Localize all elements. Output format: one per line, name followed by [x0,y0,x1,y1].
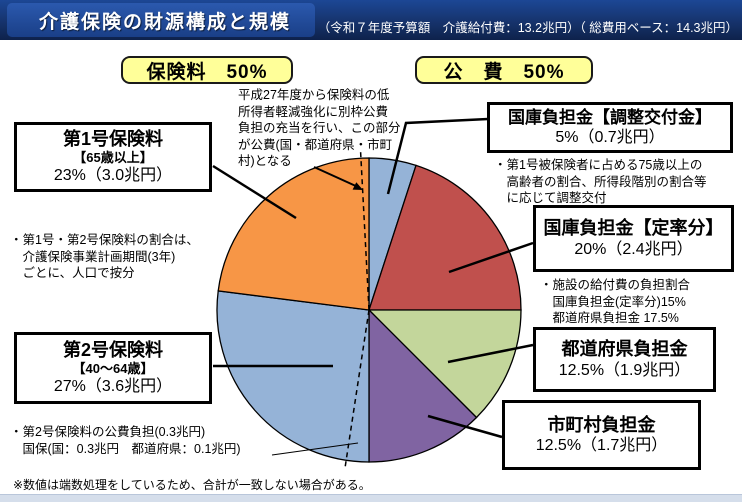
header-band: 介護保険の財源構成と規模 （令和７年度予算額 介護給付費：13.2兆円）（ 総費… [0,0,742,40]
premium-group-label: 保険料 50% [121,56,293,84]
pie-segment-3 [367,309,522,419]
callout-title: 都道府県負担金 [561,339,688,360]
callout-dai2-hokenryou: 第2号保険料 【40～64歳】 27%（3.6兆円） [14,332,212,404]
callout-title: 市町村負担金 [547,414,656,435]
pie-segment-6 [217,157,370,311]
pie-segment-2 [368,164,522,311]
title-panel: 介護保険の財源構成と規模 [7,3,315,37]
leader-dai1-line [212,164,297,220]
public-funds-group-label: 公 費 50% [415,56,593,84]
note-shisetsu-futan: ・施設の給付費の負担割合 国庫負担金(定率分)15% 都道府県負担金 17.5% [540,278,691,325]
page-title: 介護保険の財源構成と規模 [39,11,292,33]
betsuwaku-arrow-line [313,166,359,188]
callout-dai1-hokenryou: 第1号保険料 【65歳以上】 23%（3.0兆円） [14,122,212,192]
bottom-strip [0,494,742,502]
leader-teiritsu-line [448,241,534,274]
note-dai2-kouhi-futan: ・第2号保険料の公費負担(0.3兆円) 国保(国：0.3兆円 都道府県：0.1兆… [10,425,241,456]
note-chousei-koufu: ・第1号被保険者に占める75歳以上の 高齢者の割合、所得段階別の割合等 に応じて… [494,158,707,205]
callout-title: 第2号保険料 [62,339,163,360]
callout-sub: 【65歳以上】 [73,150,153,166]
callout-value: 20%（2.4兆円） [574,240,693,258]
leader-todoufuken-line [447,343,534,364]
pie-segment-4 [368,308,478,463]
pie-segment-5 [216,290,370,463]
callout-title: 第1号保険料 [62,128,163,149]
note-hokenryou-anbun: ・第1号・第2号保険料の割合は、 介護保険事業計画期間(3年) ごとに、人口で按… [10,233,199,280]
leader-chousei-line [386,117,489,195]
callout-sub: 【40～64歳】 [72,361,154,377]
callout-value: 23%（3.0兆円） [53,167,173,185]
callout-value: 12.5%（1.9兆円） [558,361,691,379]
callout-todoufuken-futankin: 都道府県負担金 12.5%（1.9兆円） [533,327,716,392]
callout-value: 5%（0.7兆円） [555,129,665,147]
callout-value: 12.5%（1.7兆円） [535,437,668,455]
callout-title: 国庫負担金【定率分】 [543,218,724,239]
pie-annotations [212,117,534,469]
note-betsuwaku-kouhi: 平成27年度から保険料の低 所得者軽減強化に別枠公費 負担の充当を行い、この部分… [238,88,401,168]
callout-shichouson-futankin: 市町村負担金 12.5%（1.7兆円） [502,400,701,470]
leader-dai2kouhi-line [271,442,359,456]
callout-title: 国庫負担金【調整交付金】 [508,107,712,127]
betsuwaku-arrowhead [352,182,363,190]
header-subtitle: （令和７年度予算額 介護給付費：13.2兆円）（ 総費用ベース：14.3兆円） [317,21,738,35]
leader-shichouson-line [427,414,503,439]
footnote: ※数値は端数処理をしているため、合計が一致しない場合がある。 [13,478,371,492]
callout-value: 27%（3.6兆円） [53,378,173,396]
callout-chousei-koufukin: 国庫負担金【調整交付金】 5%（0.7兆円） [487,102,733,153]
callout-teiritsu-bun: 国庫負担金【定率分】 20%（2.4兆円） [533,205,734,272]
